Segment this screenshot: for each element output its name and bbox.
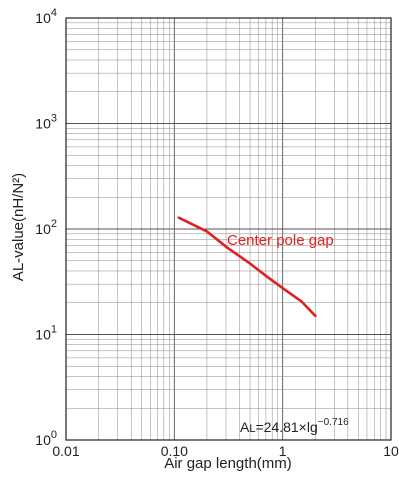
x-axis-label: Air gap length(mm) (164, 455, 292, 472)
y-tick-label: 101 (35, 324, 57, 343)
plot-frame (65, 17, 392, 441)
formula-annotation: AL=24.81×lg−0.716 (240, 417, 349, 435)
series-label: Center pole gap (227, 232, 334, 249)
y-tick-label: 103 (35, 113, 57, 132)
y-tick-label: 104 (35, 7, 57, 26)
series-line (177, 216, 317, 318)
y-tick-label: 102 (35, 218, 57, 237)
grid (65, 18, 391, 441)
x-tick-label: 10 (383, 443, 399, 459)
tick-labels: 0.01 0.10 1 10 100 101 102 103 104 (35, 7, 399, 459)
x-tick-label: 0.01 (52, 443, 79, 459)
x-tick-label: 1 (279, 443, 287, 459)
y-axis-label: AL-value(nH/N²) (10, 173, 27, 281)
x-tick-label: 0.10 (161, 443, 188, 459)
series-group (177, 216, 317, 318)
y-tick-label: 100 (35, 429, 57, 448)
